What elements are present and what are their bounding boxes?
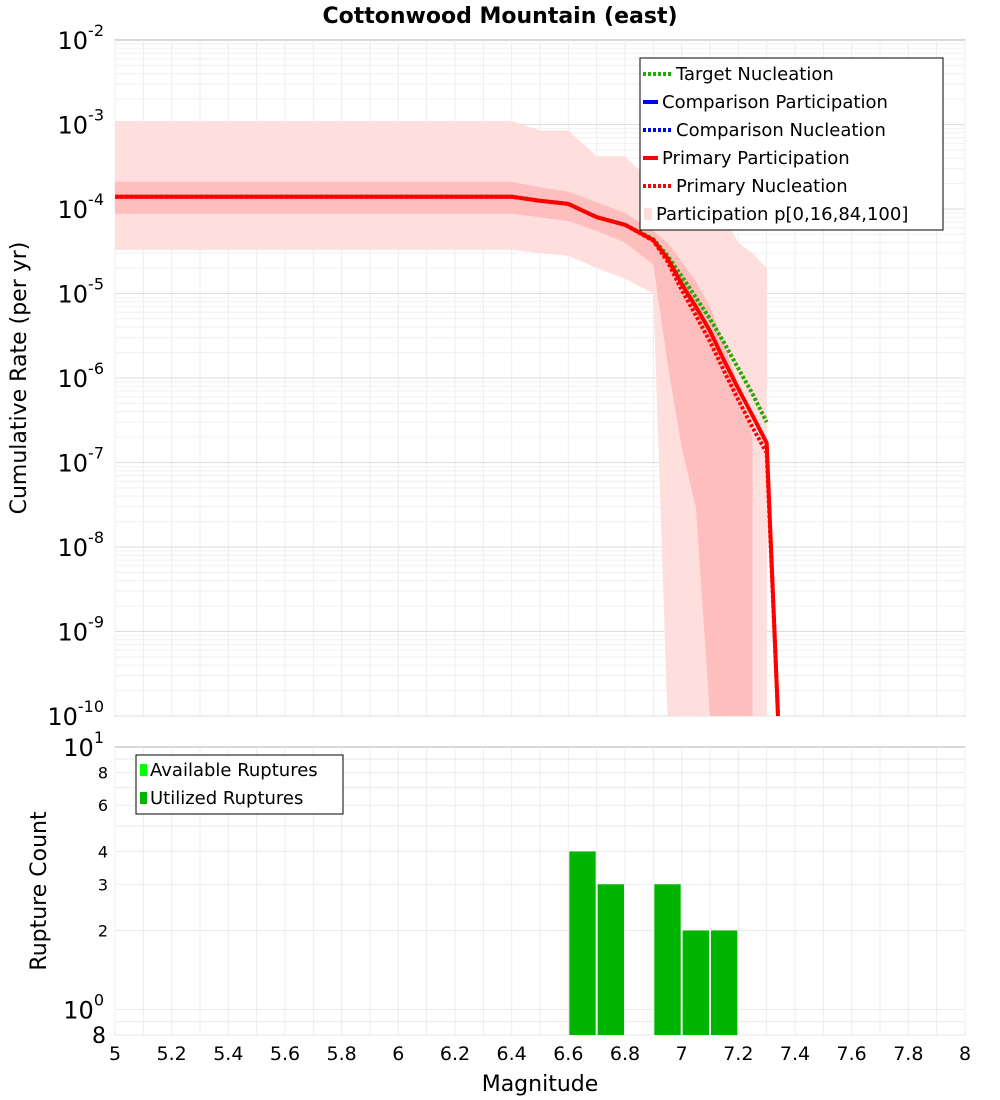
bar-utilized-ruptures <box>711 930 738 1035</box>
series-primary-nucleation <box>115 194 780 717</box>
legend-swatch-available-ruptures <box>140 764 147 776</box>
rate-y-tick-label: 10-4 <box>58 190 105 224</box>
rate-y-axis-label: Cumulative Rate (per yr) <box>7 242 32 515</box>
series-primary-participation <box>115 194 780 717</box>
x-axis-label: Magnitude <box>482 1072 599 1097</box>
count-y-tick-label: 2 <box>98 922 108 941</box>
legend-swatch-participation-band <box>644 208 652 220</box>
rate-y-tick-label: 10-5 <box>58 275 105 309</box>
count-x-ticks: 5 5.2 5.4 5.6 5.8 6 6.2 6.4 6.6 6.8 7 7.2 7.4 7.6 7.8 8 <box>109 1043 971 1065</box>
legend-label: Primary Nucleation <box>676 176 848 197</box>
rate-legend: Target Nucleation Comparison Participatio… <box>639 57 944 231</box>
rate-y-tick-label: 10-3 <box>58 106 105 140</box>
count-y-tick-label: 8 <box>98 763 108 782</box>
x-tick-label: 8 <box>959 1043 971 1065</box>
legend-label: Primary Participation <box>662 148 850 169</box>
legend-label: Comparison Participation <box>662 92 888 113</box>
count-y-tick-label: 101 <box>63 728 104 762</box>
count-y-tick-label: 4 <box>98 842 108 861</box>
x-tick-label: 5.8 <box>327 1043 357 1065</box>
legend-label: Comparison Nucleation <box>676 120 886 141</box>
x-tick-label: 7 <box>676 1043 688 1065</box>
legend-label: Available Ruptures <box>150 760 318 781</box>
count-legend-box <box>135 754 344 815</box>
legend-swatch-utilized-ruptures <box>140 792 147 804</box>
legend-label: Target Nucleation <box>675 64 834 85</box>
rate-y-tick-label: 10-2 <box>58 21 105 55</box>
x-tick-label: 6.2 <box>440 1043 470 1065</box>
rate-y-tick-label: 10-10 <box>47 697 104 731</box>
count-y-tick-label: 8 <box>92 1024 106 1049</box>
x-tick-label: 7.8 <box>893 1043 923 1065</box>
legend-label: Participation p[0,16,84,100] <box>656 204 908 225</box>
rate-y-tick-label: 10-8 <box>58 528 105 562</box>
band-p0-p100 <box>115 121 767 716</box>
count-bars <box>569 851 738 1035</box>
x-tick-label: 7.2 <box>723 1043 753 1065</box>
x-tick-label: 5 <box>109 1043 121 1065</box>
count-legend: Available Ruptures Utilized Ruptures <box>135 754 344 815</box>
count-y-axis-label: Rupture Count <box>27 811 52 971</box>
rate-series <box>115 194 780 717</box>
rate-bands <box>115 121 767 717</box>
x-tick-label: 6.6 <box>553 1043 583 1065</box>
chart-title: Cottonwood Mountain (east) <box>322 4 677 29</box>
legend-label: Utilized Ruptures <box>150 788 303 809</box>
x-tick-label: 7.4 <box>780 1043 810 1065</box>
count-y-tick-label: 100 <box>63 991 104 1025</box>
count-y-tick-label: 6 <box>98 796 108 815</box>
rate-panel: 10-2 10-3 10-4 10-5 10-6 10-7 10-8 10-9 10-10 Ta… <box>7 21 966 731</box>
x-tick-label: 6.4 <box>497 1043 527 1065</box>
bar-utilized-ruptures <box>682 930 709 1035</box>
bar-utilized-ruptures <box>654 884 681 1035</box>
bar-utilized-ruptures <box>569 851 596 1035</box>
rate-legend-box <box>639 57 944 231</box>
rate-y-tick-label: 10-9 <box>58 613 105 647</box>
rate-y-ticks: 10-2 10-3 10-4 10-5 10-6 10-7 10-8 10-9 10-10 <box>47 21 104 731</box>
x-tick-label: 5.6 <box>270 1043 300 1065</box>
rate-y-tick-label: 10-7 <box>58 444 105 478</box>
x-tick-label: 5.2 <box>157 1043 187 1065</box>
count-y-tick-label: 3 <box>98 875 108 894</box>
x-tick-label: 6 <box>392 1043 404 1065</box>
x-tick-label: 5.4 <box>213 1043 243 1065</box>
x-tick-label: 7.6 <box>837 1043 867 1065</box>
rate-y-tick-label: 10-6 <box>58 359 105 393</box>
x-tick-label: 6.8 <box>610 1043 640 1065</box>
bar-utilized-ruptures <box>597 884 624 1035</box>
